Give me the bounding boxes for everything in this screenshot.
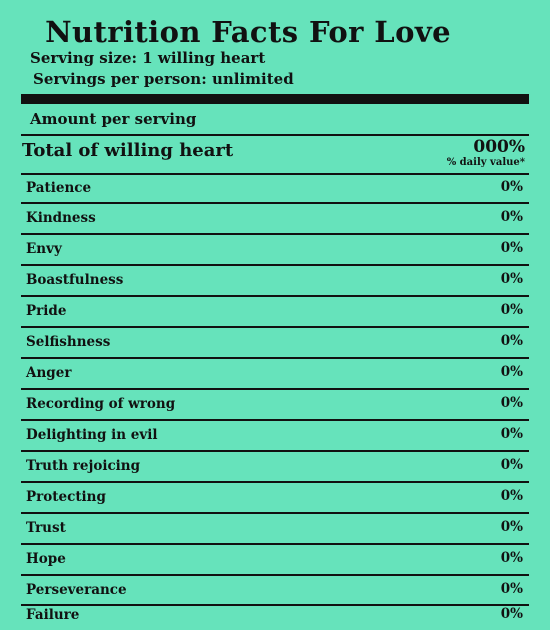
divider-line xyxy=(21,604,529,606)
nutrient-value: 0% xyxy=(500,302,523,318)
nutrient-row-patience: Patience 0% xyxy=(21,174,529,203)
nutrient-value: 0% xyxy=(500,488,523,504)
total-value: 000% xyxy=(473,137,525,157)
nutrient-value: 0% xyxy=(500,550,523,566)
divider-line xyxy=(21,512,529,514)
divider-line xyxy=(21,326,529,328)
nutrient-row-selfishness: Selfishness 0% xyxy=(21,328,529,357)
nutrient-value: 0% xyxy=(500,581,523,597)
nutrient-row-hope: Hope 0% xyxy=(21,545,529,574)
divider-line xyxy=(21,134,529,136)
nutrient-value: 0% xyxy=(500,426,523,442)
nutrient-label: Perseverance xyxy=(26,582,127,598)
nutrient-row-failure: Failure 0% xyxy=(21,601,529,630)
serving-size: Serving size: 1 willing heart xyxy=(30,49,266,67)
divider-line xyxy=(21,357,529,359)
nutrient-value: 0% xyxy=(500,364,523,380)
nutrient-label: Trust xyxy=(26,520,66,536)
nutrient-label: Pride xyxy=(26,303,67,319)
divider-line xyxy=(21,202,529,204)
nutrient-label: Anger xyxy=(26,365,72,381)
nutrient-value: 0% xyxy=(500,209,523,225)
nutrient-row-truth-rejoicing: Truth rejoicing 0% xyxy=(21,452,529,481)
servings-per-person: Servings per person: unlimited xyxy=(33,70,294,88)
nutrient-row-delighting-in-evil: Delighting in evil 0% xyxy=(21,421,529,450)
nutrient-label: Envy xyxy=(26,241,62,257)
nutrient-row-anger: Anger 0% xyxy=(21,359,529,388)
nutrient-row-trust: Trust 0% xyxy=(21,514,529,543)
nutrient-label: Selfishness xyxy=(26,334,111,350)
nutrient-label: Hope xyxy=(26,551,66,567)
nutrient-value: 0% xyxy=(500,179,523,195)
nutrient-label: Kindness xyxy=(26,210,96,226)
total-label: Total of willing heart xyxy=(22,140,234,161)
nutrient-value: 0% xyxy=(500,457,523,473)
divider-line xyxy=(21,388,529,390)
nutrient-value: 0% xyxy=(500,271,523,287)
nutrient-row-envy: Envy 0% xyxy=(21,235,529,264)
nutrient-label: Boastfulness xyxy=(26,272,124,288)
divider-line xyxy=(21,450,529,452)
divider-line xyxy=(21,264,529,266)
nutrient-row-perseverance: Perseverance 0% xyxy=(21,576,529,605)
thick-divider xyxy=(21,94,529,104)
nutrient-label: Failure xyxy=(26,607,80,623)
divider-line xyxy=(21,233,529,235)
divider-line xyxy=(21,574,529,576)
divider-line xyxy=(21,295,529,297)
nutrient-label: Delighting in evil xyxy=(26,427,158,443)
label-title: Nutrition Facts For Love xyxy=(45,15,451,49)
nutrient-label: Protecting xyxy=(26,489,106,505)
nutrient-value: 0% xyxy=(500,240,523,256)
nutrient-value: 0% xyxy=(500,606,523,622)
divider-line xyxy=(21,173,529,175)
nutrient-value: 0% xyxy=(500,333,523,349)
nutrient-value: 0% xyxy=(500,395,523,411)
divider-line xyxy=(21,543,529,545)
nutrient-label: Truth rejoicing xyxy=(26,458,141,474)
divider-line xyxy=(21,481,529,483)
nutrient-row-pride: Pride 0% xyxy=(21,297,529,326)
nutrient-row-kindness: Kindness 0% xyxy=(21,204,529,233)
nutrient-label: Patience xyxy=(26,180,92,196)
amount-per-serving: Amount per serving xyxy=(30,110,197,128)
nutrient-row-boastfulness: Boastfulness 0% xyxy=(21,266,529,295)
daily-value-note: % daily value* xyxy=(446,157,525,168)
nutrient-row-protecting: Protecting 0% xyxy=(21,483,529,512)
nutrient-row-recording-of-wrong: Recording of wrong 0% xyxy=(21,390,529,419)
divider-line xyxy=(21,419,529,421)
nutrient-value: 0% xyxy=(500,519,523,535)
nutrient-label: Recording of wrong xyxy=(26,396,176,412)
